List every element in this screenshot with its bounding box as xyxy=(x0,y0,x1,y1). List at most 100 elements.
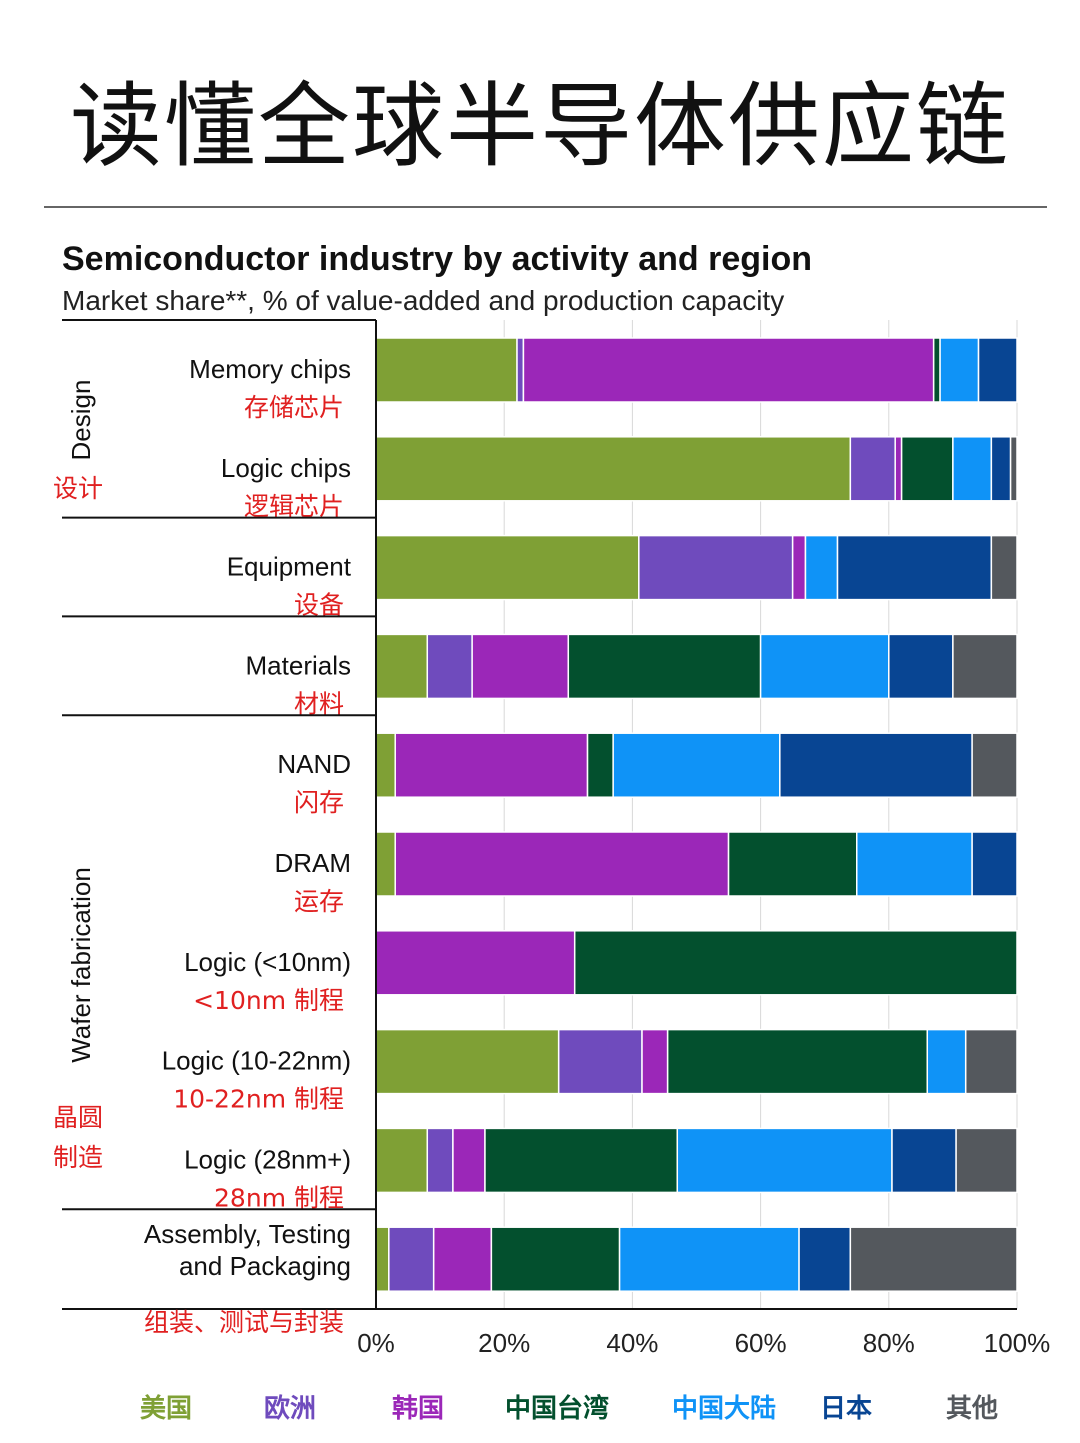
group-label: Design xyxy=(66,380,96,461)
chart-legend: 美国 欧洲 韩国 中国台湾 中国大陆 日本 其他 xyxy=(0,1388,1080,1428)
category-label-cn: 材料 xyxy=(294,689,344,718)
bar-segment xyxy=(759,633,890,700)
bar-segment xyxy=(952,436,993,502)
bar-segment xyxy=(638,534,794,601)
category-label: Logic (10-22nm) xyxy=(162,1046,351,1076)
x-tick-label: 80% xyxy=(863,1328,915,1358)
bar-segment xyxy=(804,534,839,601)
bar-segment xyxy=(849,436,896,502)
category-label-cn: <10nm 制程 xyxy=(193,986,344,1015)
bar-segment xyxy=(426,633,473,700)
bar-segment xyxy=(990,534,1018,601)
group-label-cn: 设计 xyxy=(53,474,103,503)
category-label: Assembly, Testing and Packaging xyxy=(144,1219,351,1281)
bar-segment xyxy=(955,1127,1018,1194)
bar-segment xyxy=(426,1127,454,1194)
category-label-line: Assembly, Testing xyxy=(144,1219,351,1249)
bar-segment xyxy=(567,633,762,700)
group-label-cn-line: 制造 xyxy=(53,1143,103,1172)
bar-segment xyxy=(779,732,973,798)
bar-segment xyxy=(666,1028,929,1095)
bar-segment xyxy=(375,930,576,996)
bar-segment xyxy=(971,831,1018,897)
bar-segment xyxy=(375,831,396,897)
bar-segment xyxy=(394,732,589,798)
bar-segment xyxy=(452,1127,486,1194)
bar-segment xyxy=(375,534,640,601)
bar-segment xyxy=(375,1226,390,1292)
bar-segment xyxy=(618,1226,800,1292)
bar-segment xyxy=(375,633,429,700)
category-label: Equipment xyxy=(227,552,352,582)
bar-segment xyxy=(471,633,570,700)
bar-segment xyxy=(971,732,1018,798)
bar-segment xyxy=(926,1028,967,1095)
bar-segment xyxy=(891,1127,957,1194)
bar-segment xyxy=(849,1226,1018,1292)
group-label: Wafer fabrication xyxy=(66,867,96,1063)
category-label-cn: 10-22nm 制程 xyxy=(173,1085,344,1114)
category-label: Materials xyxy=(246,650,351,680)
bar-segment xyxy=(432,1226,493,1292)
legend-item: 日本 xyxy=(819,1394,873,1424)
legend-item: 欧洲 xyxy=(263,1394,317,1424)
category-label: Logic (28nm+) xyxy=(184,1144,351,1174)
bar-segment xyxy=(375,436,852,502)
bar-segment xyxy=(388,1226,435,1292)
bar-segment xyxy=(791,534,807,601)
bar-segment xyxy=(586,732,614,798)
chart-title: Semiconductor industry by activity and r… xyxy=(62,240,813,278)
bar-segment xyxy=(952,633,1018,700)
x-tick-label: 100% xyxy=(984,1328,1051,1358)
category-label-cn: 组装、测试与封装 xyxy=(144,1308,344,1337)
bar-segment xyxy=(676,1127,893,1194)
page-title: 读懂全球半导体供应链 xyxy=(69,73,1010,180)
bar-segment xyxy=(964,1028,1018,1095)
group-label-cn-line: 设计 xyxy=(53,474,103,503)
legend-item: 其他 xyxy=(945,1394,999,1424)
bar-segment xyxy=(990,436,1012,502)
bar-segment xyxy=(888,633,954,700)
x-tick-label: 0% xyxy=(357,1328,395,1358)
category-label-cn: 28nm 制程 xyxy=(214,1183,344,1212)
bar-segment xyxy=(856,831,973,897)
category-label: NAND xyxy=(277,749,351,779)
legend-item: 韩国 xyxy=(391,1394,445,1424)
category-label-line: and Packaging xyxy=(179,1251,351,1281)
x-tick-label: 40% xyxy=(606,1328,658,1358)
chart-subtitle: Market share**, % of value-added and pro… xyxy=(62,285,785,316)
category-label: Logic (<10nm) xyxy=(184,947,351,977)
bar-segment xyxy=(641,1028,669,1095)
bar-segment xyxy=(894,436,903,502)
bar-segment xyxy=(612,732,781,798)
bar-segment xyxy=(836,534,993,601)
bar-segment xyxy=(977,337,1018,403)
legend-item: 中国大陆 xyxy=(671,1394,777,1424)
bar-segment xyxy=(727,831,858,897)
title-divider xyxy=(44,206,1047,208)
bar-segment xyxy=(932,337,941,403)
category-label-cn: 逻辑芯片 xyxy=(244,492,344,521)
category-label: Memory chips xyxy=(189,354,351,384)
x-tick-label: 60% xyxy=(735,1328,787,1358)
bar-segment xyxy=(1009,436,1018,502)
category-label-cn: 设备 xyxy=(294,591,344,620)
legend-item: 中国台湾 xyxy=(504,1394,610,1424)
x-tick-label: 20% xyxy=(478,1328,530,1358)
bar-segment xyxy=(516,337,525,403)
bar-segment xyxy=(375,1028,560,1095)
bar-segment xyxy=(375,337,518,403)
category-label-cn: 运存 xyxy=(294,887,344,916)
bar-segment xyxy=(394,831,730,897)
category-label-cn: 存储芯片 xyxy=(244,393,344,422)
bar-segment xyxy=(798,1226,852,1292)
category-label-cn: 闪存 xyxy=(294,788,344,817)
legend-item: 美国 xyxy=(139,1394,193,1424)
bar-segment xyxy=(375,732,396,798)
bar-segment xyxy=(375,1127,429,1194)
bar-segment xyxy=(573,930,1018,996)
bar-segment xyxy=(900,436,954,502)
category-label: DRAM xyxy=(274,848,351,878)
category-label: Logic chips xyxy=(221,453,351,483)
